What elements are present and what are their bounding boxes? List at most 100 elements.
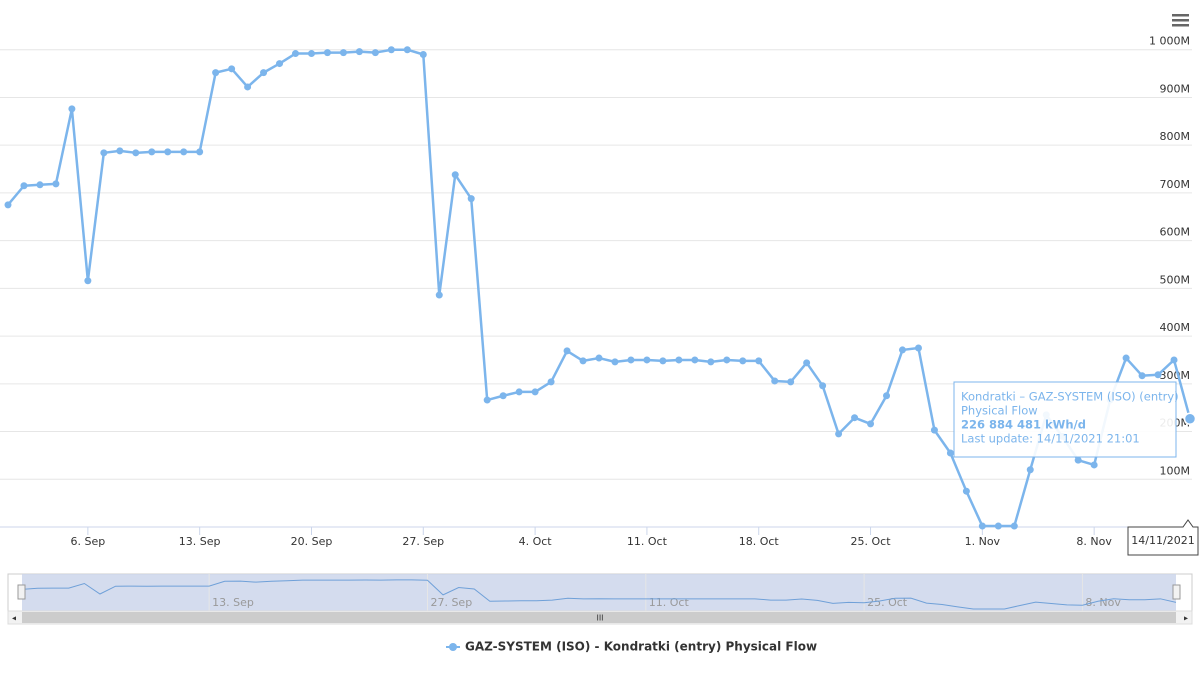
tooltip-value: 226 884 481 kWh/d xyxy=(961,418,1086,432)
tooltip-subtitle: Physical Flow xyxy=(961,404,1038,418)
data-point xyxy=(994,522,1002,530)
data-point xyxy=(164,148,172,156)
data-point xyxy=(835,430,843,438)
x-tick-label: 8. Nov xyxy=(1076,535,1112,548)
data-point xyxy=(228,65,236,73)
data-point xyxy=(196,148,204,156)
data-point xyxy=(36,181,44,189)
data-point xyxy=(803,359,811,367)
svg-text:III: III xyxy=(596,614,603,623)
y-tick-label: 100M xyxy=(1160,464,1191,477)
y-tick-label: 400M xyxy=(1160,321,1191,334)
date-label: 14/11/2021 xyxy=(1127,519,1199,556)
data-point xyxy=(867,420,875,428)
data-point xyxy=(627,356,635,364)
y-tick-label: 500M xyxy=(1160,273,1191,286)
data-point xyxy=(707,358,715,366)
data-point xyxy=(675,356,683,364)
tooltip: Kondratki – GAZ-SYSTEM (ISO) (entry) Phy… xyxy=(953,381,1179,458)
data-point xyxy=(435,291,443,299)
data-point xyxy=(1026,466,1034,474)
plot-area: 100M200M300M400M500M600M700M800M900M1 00… xyxy=(0,35,1197,548)
data-point xyxy=(962,487,970,495)
data-point xyxy=(371,49,379,57)
data-point xyxy=(930,426,938,434)
data-point xyxy=(755,357,763,365)
navigator-tick-label: 13. Sep xyxy=(212,596,254,609)
data-point xyxy=(292,50,300,58)
y-tick-label: 1 000M xyxy=(1149,35,1190,48)
navigator-tick-label: 11. Oct xyxy=(649,596,690,609)
y-tick-label: 900M xyxy=(1160,82,1191,95)
navigator-tick-label: 27. Sep xyxy=(430,596,472,609)
legend[interactable]: GAZ-SYSTEM (ISO) - Kondratki (entry) Phy… xyxy=(446,640,817,654)
data-point xyxy=(691,356,699,364)
y-tick-label: 800M xyxy=(1160,130,1191,143)
menu-button[interactable] xyxy=(1172,14,1189,27)
data-point xyxy=(978,522,986,530)
data-point xyxy=(946,449,954,457)
data-point xyxy=(723,356,731,364)
data-point xyxy=(355,48,363,56)
data-point xyxy=(563,347,571,355)
y-tick-label: 300M xyxy=(1160,369,1191,382)
data-point xyxy=(1074,456,1082,464)
data-point xyxy=(1138,372,1146,380)
tooltip-update: Last update: 14/11/2021 21:01 xyxy=(961,432,1140,446)
x-tick-label: 4. Oct xyxy=(519,535,553,548)
data-point xyxy=(403,46,411,54)
data-point xyxy=(20,182,28,190)
data-point xyxy=(323,49,331,57)
data-point xyxy=(132,149,140,157)
navigator-tick-label: 8. Nov xyxy=(1085,596,1121,609)
data-point xyxy=(611,358,619,366)
data-point xyxy=(387,46,395,54)
data-point xyxy=(515,388,523,396)
data-point xyxy=(276,60,284,68)
data-point xyxy=(84,277,92,285)
data-point xyxy=(819,382,827,390)
data-point xyxy=(116,147,124,155)
data-point xyxy=(499,392,507,400)
data-point xyxy=(148,148,156,156)
data-point xyxy=(307,50,315,58)
data-point xyxy=(1154,371,1162,379)
data-point xyxy=(595,354,603,362)
data-point xyxy=(260,69,268,77)
data-point xyxy=(643,356,651,364)
data-point xyxy=(1183,412,1197,425)
data-point xyxy=(1010,522,1018,530)
data-point xyxy=(659,357,667,365)
navigator-tick-label: 25. Oct xyxy=(867,596,908,609)
data-point xyxy=(579,357,587,365)
data-point xyxy=(467,195,475,203)
x-tick-label: 6. Sep xyxy=(70,535,105,548)
y-tick-label: 700M xyxy=(1160,178,1191,191)
x-tick-label: 18. Oct xyxy=(739,535,780,548)
data-point xyxy=(483,396,491,404)
data-point xyxy=(52,180,60,188)
navigator[interactable]: 13. Sep 27. Sep 11. Oct 25. Oct 8. Nov III ◂… xyxy=(7,573,1193,625)
tooltip-title: Kondratki – GAZ-SYSTEM (ISO) (entry) xyxy=(961,390,1179,404)
svg-text:▸: ▸ xyxy=(1184,614,1188,623)
navigator-line xyxy=(21,579,1177,610)
y-tick-label: 600M xyxy=(1160,226,1191,239)
data-point xyxy=(1090,461,1098,469)
data-point xyxy=(914,344,922,352)
data-point xyxy=(898,346,906,354)
data-point xyxy=(531,388,539,396)
data-point xyxy=(4,201,12,209)
crosshair-date: 14/11/2021 xyxy=(1131,534,1194,547)
data-point xyxy=(787,378,795,386)
data-point xyxy=(180,148,188,156)
data-point xyxy=(739,357,747,365)
data-point xyxy=(547,378,555,386)
x-tick-label: 1. Nov xyxy=(965,535,1001,548)
data-point xyxy=(212,69,220,77)
legend-label[interactable]: GAZ-SYSTEM (ISO) - Kondratki (entry) Phy… xyxy=(465,640,817,654)
data-point xyxy=(244,83,252,91)
data-point xyxy=(339,49,347,57)
data-point xyxy=(419,51,427,58)
x-tick-label: 11. Oct xyxy=(627,535,668,548)
data-point xyxy=(851,414,859,422)
